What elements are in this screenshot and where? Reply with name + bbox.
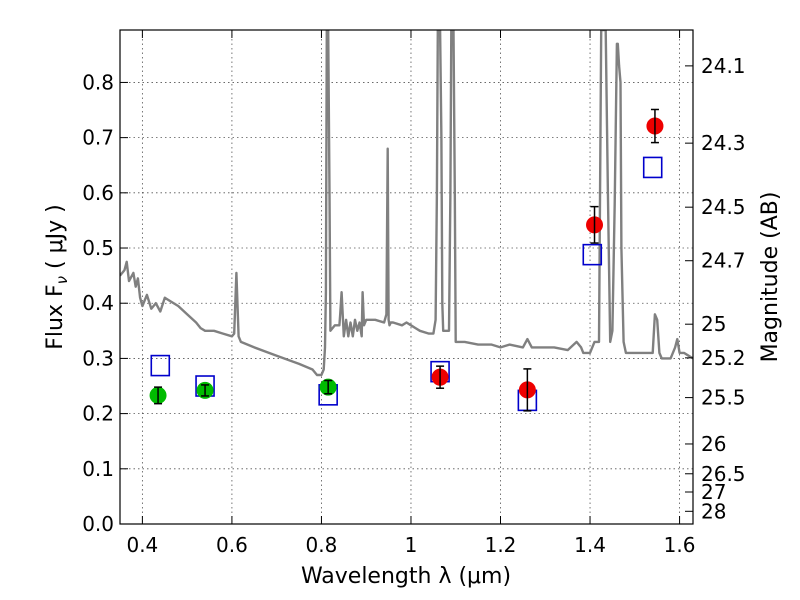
y2-tick-label: 26.5 xyxy=(701,462,746,486)
spectrum-layer xyxy=(120,30,693,377)
points-layer xyxy=(149,108,664,412)
y2-tick-label: 24.1 xyxy=(701,54,746,78)
x-tick-label: 0.8 xyxy=(306,533,338,557)
y2-tick-label: 24.3 xyxy=(701,131,746,155)
model-square-marker xyxy=(582,243,603,266)
y-axis-label-unit: ( μJy ) xyxy=(43,204,68,276)
x-tick-label: 0.4 xyxy=(126,533,158,557)
model-square-marker xyxy=(150,354,171,377)
y-tick-label: 0.6 xyxy=(82,181,114,205)
x-tick-label: 1.4 xyxy=(574,533,606,557)
y-axis-label: Flux Fν ( μJy ) xyxy=(43,204,71,349)
y-tick-label: 0.7 xyxy=(82,126,114,150)
ticks-layer: 0.4 0.6 0.8 1 1.2 1.4 1.6 0.0 0.1 0.2 0.3 0.4 0.5 0.6… xyxy=(82,30,746,557)
x-axis-label: Wavelength λ (μm) xyxy=(301,564,511,589)
y2-tick-label: 26 xyxy=(701,432,726,456)
y2-axis-label: Magnitude (AB) xyxy=(758,192,783,363)
y-tick-label: 0.4 xyxy=(82,291,114,315)
y-tick-label: 0.8 xyxy=(82,70,114,94)
y-tick-label: 0.0 xyxy=(82,512,114,536)
y2-tick-label: 28 xyxy=(701,499,726,523)
y2-tick-label: 25.2 xyxy=(701,346,746,370)
y-tick-label: 0.1 xyxy=(82,457,114,481)
x-tick-label: 1.2 xyxy=(485,533,517,557)
y2-tick-label: 24.5 xyxy=(701,195,746,219)
plot-frame xyxy=(119,29,694,525)
y2-tick-label: 25.5 xyxy=(701,386,746,410)
y2-tick-label: 24.7 xyxy=(701,249,746,273)
y-tick-label: 0.3 xyxy=(82,346,114,370)
y2-tick-label: 27 xyxy=(701,480,726,504)
x-tick-label: 1.6 xyxy=(664,533,696,557)
model-square-marker xyxy=(642,156,663,179)
y-tick-label: 0.2 xyxy=(82,402,114,426)
y-axis-label-main: Flux F xyxy=(43,284,68,349)
spectrum-line xyxy=(120,30,693,377)
x-tick-label: 0.6 xyxy=(216,533,248,557)
y-axis-label-sub: ν xyxy=(53,276,71,284)
y-tick-label: 0.5 xyxy=(82,236,114,260)
y2-tick-label: 25 xyxy=(701,312,726,336)
x-tick-label: 1 xyxy=(405,533,418,557)
